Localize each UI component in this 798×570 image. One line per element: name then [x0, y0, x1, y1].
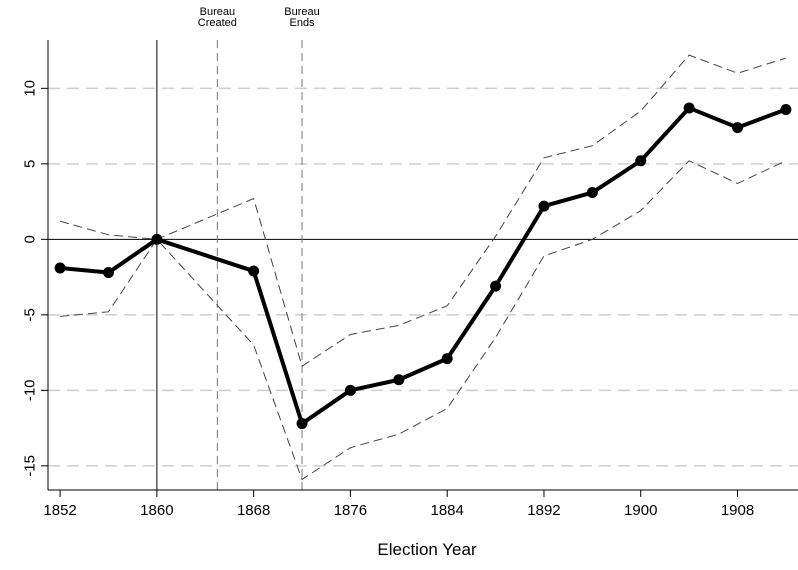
x-tick-label: 1860	[140, 502, 173, 519]
reference-line-label: Bureau	[200, 6, 235, 18]
reference-line-label: Bureau	[284, 6, 319, 18]
x-tick-label: 1884	[431, 502, 464, 519]
y-tick-label: 0	[22, 235, 39, 243]
y-tick-label: 5	[22, 160, 39, 168]
data-point	[393, 374, 405, 386]
confidence-bands	[59, 54, 787, 481]
data-point	[344, 384, 356, 396]
data-point	[296, 418, 308, 430]
data-point	[683, 102, 695, 114]
x-tick-label: 1852	[43, 502, 76, 519]
reference-line-label: Ends	[289, 17, 315, 29]
x-tick-label: 1908	[721, 502, 754, 519]
x-tick-label: 1876	[334, 502, 367, 519]
x-tick-label: 1892	[527, 502, 560, 519]
data-point	[151, 233, 163, 245]
data-point	[54, 262, 66, 274]
estimate-line	[59, 105, 787, 426]
y-tick-label: -15	[22, 455, 39, 477]
axes: 1852 1860 1868 1876 1884 1892 1900 1908 10 5 0 -5 -1…	[22, 40, 798, 519]
data-point	[635, 155, 647, 167]
data-point	[490, 280, 502, 292]
data-point	[538, 200, 550, 212]
ci-line-upper-ci	[59, 54, 787, 367]
ci-line-lower-ci	[60, 160, 787, 481]
data-point	[732, 122, 744, 134]
data-point	[102, 267, 114, 279]
reference-line-label: Created	[198, 17, 237, 29]
data-point	[780, 103, 792, 115]
y-tick-label: 10	[22, 80, 39, 97]
grid-layer	[48, 87, 798, 467]
data-point	[248, 265, 260, 277]
y-tick-label: -5	[22, 308, 39, 321]
x-tick-label: 1868	[237, 502, 270, 519]
data-point	[441, 353, 453, 365]
y-tick-label: -10	[22, 379, 39, 401]
estimate-series	[54, 102, 792, 430]
x-tick-label: 1900	[624, 502, 657, 519]
x-axis-title: Election Year	[377, 540, 477, 559]
data-point	[586, 187, 598, 199]
